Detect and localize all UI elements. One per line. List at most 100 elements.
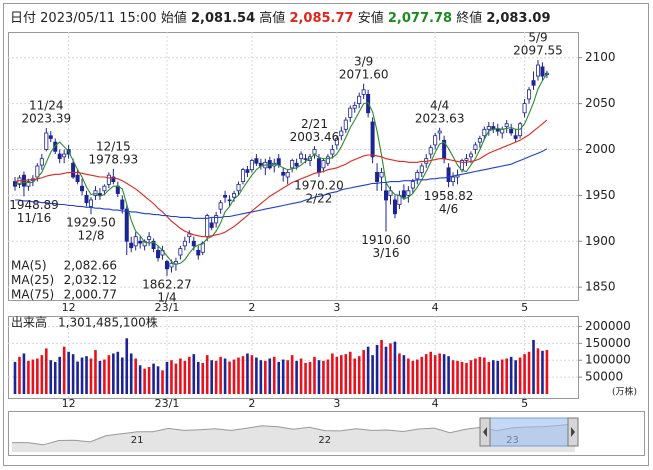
- volume-bar: [13, 361, 17, 394]
- annotation-date: 4/6: [439, 202, 458, 216]
- annotation-date: 3/16: [373, 246, 400, 260]
- volume-bar: [527, 351, 531, 394]
- y-tick-label: 2050: [585, 96, 616, 110]
- annotation-date: 1/4: [157, 290, 176, 304]
- volume-bar: [362, 350, 365, 394]
- navigator-label: 22: [318, 435, 331, 446]
- volume-bar: [308, 361, 312, 394]
- ma-line: [14, 73, 548, 265]
- candle-body: [375, 172, 380, 183]
- candle-body: [26, 181, 31, 187]
- volume-bar: [483, 357, 486, 394]
- candle-body: [84, 194, 89, 204]
- volume-bar: [532, 339, 535, 394]
- volume-bar: [246, 353, 249, 394]
- volume-bar: [268, 358, 272, 394]
- x-tick-label: 23/1: [155, 301, 180, 314]
- volume-bar: [58, 356, 61, 394]
- volume-bar: [120, 357, 124, 394]
- annotation-date: 2/21: [301, 117, 328, 131]
- volume-bar: [465, 362, 468, 394]
- volume-bar: [219, 356, 222, 394]
- volume-bar: [416, 359, 419, 394]
- candle-body: [464, 158, 469, 161]
- volume-bar: [232, 359, 236, 394]
- volume-bar: [451, 360, 455, 394]
- candle-body: [334, 138, 339, 146]
- volume-tick-label: 200000: [585, 319, 631, 333]
- volume-bar: [290, 355, 294, 394]
- y-tick-label: 1850: [585, 280, 616, 294]
- outer-frame: [3, 3, 649, 466]
- candle-body: [433, 135, 438, 146]
- volume-bar: [250, 355, 254, 394]
- x-tick-label: 2: [248, 301, 255, 314]
- volume-bar: [161, 370, 164, 394]
- volume-bar: [353, 358, 357, 394]
- y-tick-label: 2000: [585, 142, 616, 156]
- high-label: 高値: [259, 10, 285, 26]
- candle-body: [410, 181, 415, 189]
- volume-bar: [71, 354, 75, 394]
- candle-body: [451, 176, 456, 183]
- volume-unit: (万株): [612, 386, 637, 398]
- candle-body: [428, 147, 433, 155]
- candle-body: [182, 240, 187, 247]
- candle-body: [276, 158, 281, 166]
- x-tick-label: 2: [248, 397, 255, 410]
- volume-bar: [18, 356, 21, 394]
- candle-body: [142, 240, 147, 247]
- annotation-price: 2097.55: [513, 43, 563, 57]
- x-tick-label: 4: [432, 301, 439, 314]
- annotation-price: 1910.60: [361, 233, 411, 247]
- legend-name: MA(5): [11, 259, 47, 273]
- candle-body: [486, 126, 491, 130]
- volume-bar: [85, 356, 88, 394]
- candle-body: [415, 172, 420, 180]
- volume-bar: [335, 356, 339, 394]
- open: 2,081.54: [191, 11, 255, 26]
- candle-body: [527, 89, 532, 100]
- volume-bar: [545, 350, 549, 394]
- volume-bar: [447, 356, 450, 394]
- y-tick-label: 1950: [585, 188, 616, 202]
- volume-bar: [134, 358, 137, 394]
- volume-bar: [94, 350, 97, 394]
- volume-bar: [210, 360, 213, 394]
- candle-body: [339, 130, 344, 137]
- volume-bar: [170, 360, 173, 394]
- volume-bar: [156, 366, 160, 394]
- candle-body: [196, 250, 201, 256]
- candle-body: [473, 144, 478, 150]
- navigator-area: [12, 423, 576, 452]
- open-label: 始値: [161, 10, 187, 26]
- volume-bar: [49, 360, 53, 394]
- high: 2,085.77: [289, 11, 353, 26]
- volume-bar: [223, 358, 227, 394]
- candle-body: [223, 194, 228, 198]
- candle-body: [227, 199, 232, 202]
- candle-body: [62, 153, 67, 158]
- volume-bar: [277, 361, 281, 394]
- candle-body: [357, 95, 362, 104]
- volume-bar: [152, 363, 155, 394]
- volume-bar: [205, 355, 209, 394]
- candle-body: [133, 236, 138, 247]
- volume-bar: [89, 358, 93, 394]
- annotation-date: 11/24: [29, 99, 64, 113]
- annotation-date: 12/8: [78, 229, 105, 243]
- volume-bar: [313, 356, 316, 394]
- legend-value: 2,082.66: [64, 259, 117, 273]
- candle-body: [531, 80, 536, 86]
- volume-bar: [281, 359, 285, 394]
- candle-body: [459, 160, 464, 171]
- candle-body: [97, 193, 102, 196]
- volume-bar: [138, 365, 142, 394]
- volume-bar: [259, 360, 263, 394]
- volume-bar: [44, 348, 48, 394]
- volume-bar: [474, 358, 477, 394]
- volume-bar: [22, 353, 26, 394]
- volume-bar: [228, 361, 231, 394]
- volume-bar: [31, 359, 35, 394]
- handle-arrow: [483, 427, 487, 437]
